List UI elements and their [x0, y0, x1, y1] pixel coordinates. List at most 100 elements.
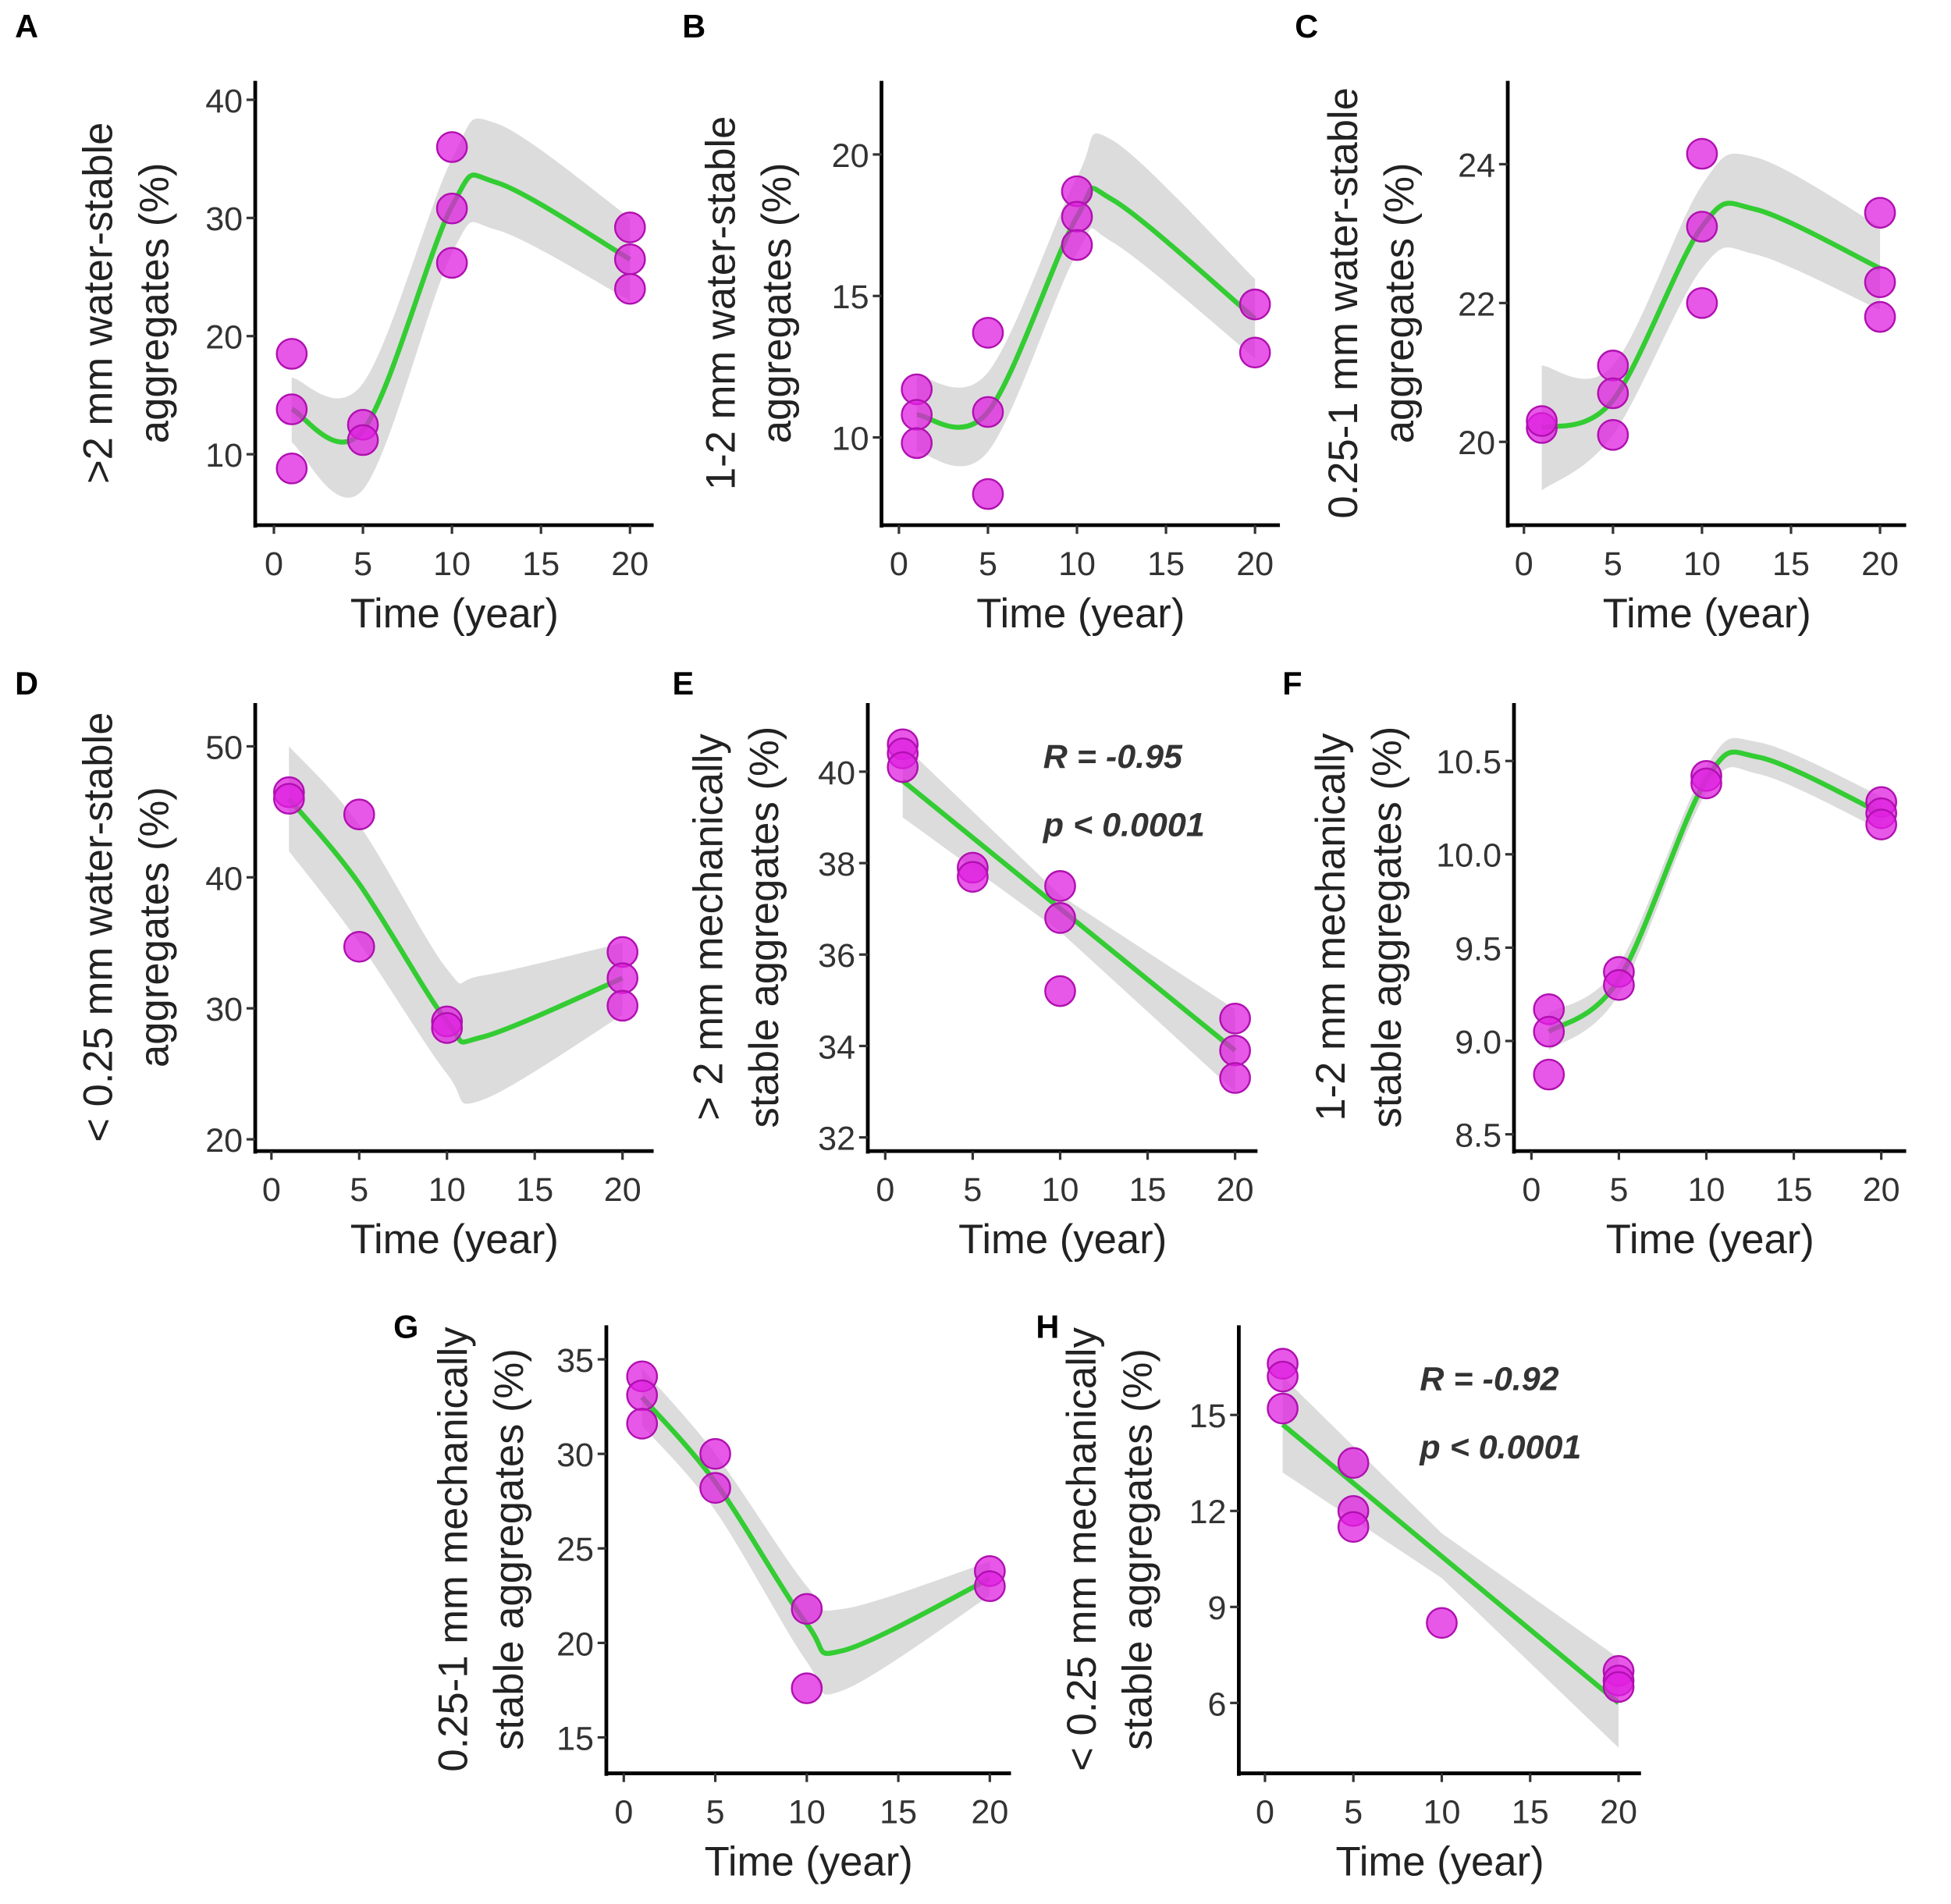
x-axis-title: Time (year): [350, 591, 559, 637]
x-tick-label: 20: [1217, 1171, 1254, 1209]
x-tick-label: 0: [1515, 545, 1533, 583]
data-point: [1337, 1447, 1370, 1480]
data-point: [972, 478, 1004, 510]
data-point: [901, 399, 933, 431]
data-point: [1061, 201, 1093, 233]
x-axis-title: Time (year): [350, 1217, 559, 1263]
data-point: [1219, 1062, 1251, 1094]
data-point: [435, 131, 468, 163]
data-point: [1686, 286, 1718, 319]
x-tick-label: 5: [1609, 1171, 1628, 1209]
confidence-band: [1541, 153, 1881, 491]
data-point: [431, 1012, 464, 1044]
data-point: [791, 1593, 823, 1625]
x-tick-label: 5: [963, 1171, 982, 1209]
y-tick-label: 20: [832, 137, 869, 175]
data-point: [1597, 377, 1629, 410]
y-tick-label: 12: [1189, 1494, 1227, 1531]
panel-letter: C: [1295, 8, 1318, 44]
x-tick-label: 15: [880, 1793, 917, 1831]
data-point: [957, 861, 989, 893]
x-tick-label: 10: [1683, 545, 1721, 583]
y-tick-label: 32: [818, 1121, 855, 1158]
x-tick-label: 0: [876, 1171, 894, 1209]
data-point: [1864, 197, 1896, 229]
data-point: [887, 751, 919, 783]
x-tick-label: 20: [1236, 545, 1274, 583]
x-tick-label: 10: [788, 1793, 826, 1831]
y-tick-label: 9: [1208, 1590, 1227, 1627]
x-tick-label: 20: [1600, 1793, 1637, 1831]
confidence-band: [641, 1369, 990, 1695]
data-point: [972, 396, 1004, 428]
y-axis-title: aggregates (%): [131, 162, 177, 443]
data-point: [1864, 266, 1896, 298]
data-point: [1219, 1034, 1251, 1067]
data-point: [343, 798, 375, 831]
panel-E: E 0 5 10 15 20 32 34 36 38 40 Time (year) > 2 mm mec…: [673, 665, 1258, 1263]
p-value: p < 0.0001: [1043, 807, 1205, 844]
y-axis-title: 1-2 mm water-stable: [698, 116, 744, 491]
y-tick-label: 6: [1208, 1686, 1227, 1723]
x-tick-label: 0: [1522, 1171, 1541, 1209]
x-axis-title: Time (year): [976, 591, 1185, 637]
x-tick-label: 15: [1772, 545, 1810, 583]
y-tick-label: 10.0: [1436, 837, 1501, 875]
data-point: [1267, 1392, 1299, 1425]
data-point: [1603, 968, 1635, 1001]
y-tick-label: 30: [205, 201, 243, 238]
data-point: [1238, 336, 1271, 369]
x-tick-label: 10: [1042, 1171, 1079, 1209]
confidence-band: [916, 133, 1256, 467]
data-point: [1602, 1671, 1635, 1703]
data-point: [1533, 1058, 1565, 1091]
y-axis-title: 0.25-1 mm water-stable: [1320, 87, 1366, 519]
y-axis-title: stable aggregates (%): [1115, 1348, 1161, 1750]
x-tick-label: 20: [611, 545, 649, 583]
x-tick-label: 10: [1688, 1171, 1725, 1209]
x-tick-label: 15: [1775, 1171, 1813, 1209]
x-tick-label: 20: [1863, 1171, 1900, 1209]
x-tick-label: 10: [1058, 545, 1096, 583]
data-point: [901, 427, 933, 460]
fit-line: [1281, 1423, 1621, 1705]
y-tick-label: 40: [818, 755, 855, 792]
y-tick-label: 10: [832, 421, 869, 458]
x-tick-label: 5: [354, 545, 372, 583]
y-tick-label: 20: [205, 1122, 243, 1160]
data-point: [606, 989, 639, 1022]
data-point: [1597, 350, 1629, 382]
x-tick-label: 15: [516, 1171, 553, 1209]
p-value: p < 0.0001: [1419, 1429, 1581, 1466]
data-point: [1044, 902, 1076, 934]
data-point: [626, 1379, 659, 1412]
x-axis-title: Time (year): [1603, 591, 1811, 637]
y-tick-label: 15: [1189, 1398, 1227, 1435]
panel-letter: F: [1282, 665, 1302, 702]
y-axis-title: > 2 mm mechanically: [685, 734, 731, 1121]
y-tick-label: 10.5: [1436, 744, 1501, 781]
x-tick-label: 5: [979, 545, 997, 583]
x-axis-title: Time (year): [1336, 1838, 1544, 1884]
x-tick-label: 15: [1129, 1171, 1167, 1209]
x-tick-label: 15: [1512, 1793, 1549, 1831]
y-axis-title: aggregates (%): [131, 787, 177, 1067]
data-point: [343, 930, 375, 963]
x-axis-title: Time (year): [1606, 1217, 1814, 1263]
x-tick-label: 0: [262, 1171, 281, 1209]
y-tick-label: 20: [556, 1625, 594, 1663]
x-tick-label: 0: [1256, 1793, 1274, 1831]
x-axis-title: Time (year): [958, 1217, 1167, 1263]
data-point: [1597, 419, 1629, 451]
y-axis-title: >2 mm water-stable: [76, 123, 122, 484]
data-point: [1864, 300, 1896, 333]
panel-B: B 0 5 10 15 20 10 15 20 Time (year) 1-2 mm water-s…: [682, 8, 1281, 637]
y-tick-label: 38: [818, 846, 855, 883]
data-point: [275, 338, 308, 370]
x-axis-title: Time (year): [705, 1838, 913, 1884]
correlation-r: R = -0.92: [1420, 1360, 1558, 1398]
data-point: [1337, 1511, 1370, 1543]
data-point: [1865, 808, 1897, 840]
data-point: [972, 317, 1004, 349]
panel-letter: G: [393, 1308, 418, 1345]
